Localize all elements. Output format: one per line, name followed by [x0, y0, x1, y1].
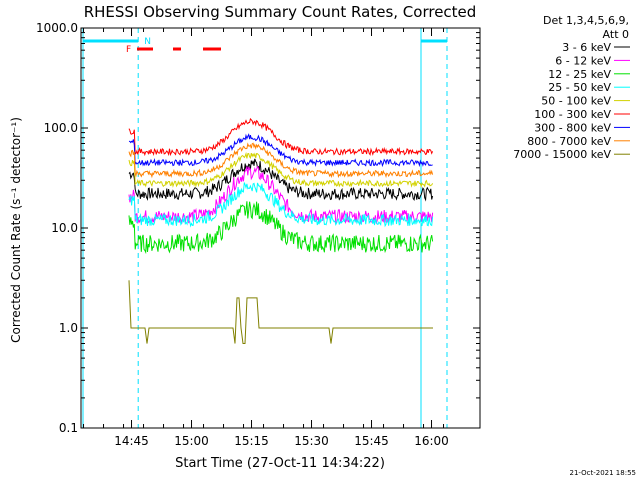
footer-date: 21-Oct-2021 18:55 — [570, 469, 636, 477]
x-tick-label-3: 15:30 — [294, 434, 329, 448]
legend-label-5: 100 - 300 keV — [534, 108, 611, 121]
legend-header-line-1: Det 1,3,4,5,6,9, — [543, 14, 629, 27]
x-tick-label-0: 14:45 — [114, 434, 149, 448]
y-axis-label: Corrected Count Rate (s⁻¹ detector⁻¹) — [9, 117, 23, 343]
x-tick-label-5: 16:00 — [414, 434, 449, 448]
x-tick-label-4: 15:45 — [354, 434, 389, 448]
series-line-8 — [128, 280, 433, 344]
legend-label-6: 300 - 800 keV — [534, 121, 611, 134]
legend-label-8: 7000 - 15000 keV — [513, 148, 611, 161]
series-line-2 — [128, 201, 434, 255]
series-line-3 — [128, 182, 434, 228]
x-tick-label-2: 15:15 — [234, 434, 269, 448]
x-tick-label-1: 15:00 — [174, 434, 209, 448]
y-tick-label-2: 10.0 — [51, 221, 78, 235]
y-tick-label-1: 1.0 — [59, 321, 78, 335]
legend-label-1: 6 - 12 keV — [555, 54, 611, 67]
series-line-0 — [128, 158, 434, 202]
legend-label-4: 50 - 100 keV — [541, 95, 611, 108]
flare-marker-label: F — [126, 45, 131, 55]
y-tick-label-4: 1000.0 — [36, 21, 78, 35]
night-marker-label: N — [144, 37, 151, 47]
y-tick-label-3: 100.0 — [44, 121, 78, 135]
legend-label-0: 3 - 6 keV — [562, 41, 611, 54]
legend-header-line-2: Att 0 — [603, 28, 629, 41]
series-line-6 — [128, 133, 433, 168]
plot-inner: NF — [82, 28, 448, 428]
y-tick-label-0: 0.1 — [59, 421, 78, 435]
series-line-4 — [128, 151, 434, 189]
y-axis-ticks: 0.1 1.0 10.0 100.0 1000.0 — [36, 21, 480, 435]
chart-title: RHESSI Observing Summary Count Rates, Co… — [84, 3, 477, 21]
x-axis-label: Start Time (27-Oct-11 14:34:22) — [175, 456, 385, 471]
series-line-5 — [128, 117, 434, 157]
plot-area: NF — [80, 27, 481, 429]
series-line-7 — [128, 142, 434, 179]
legend-label-7: 800 - 7000 keV — [527, 135, 611, 148]
legend-label-2: 12 - 25 keV — [548, 68, 611, 81]
x-axis-ticks: 14:45 15:00 15:15 15:30 15:45 16:00 — [83, 28, 449, 448]
legend-label-3: 25 - 50 keV — [548, 81, 611, 94]
